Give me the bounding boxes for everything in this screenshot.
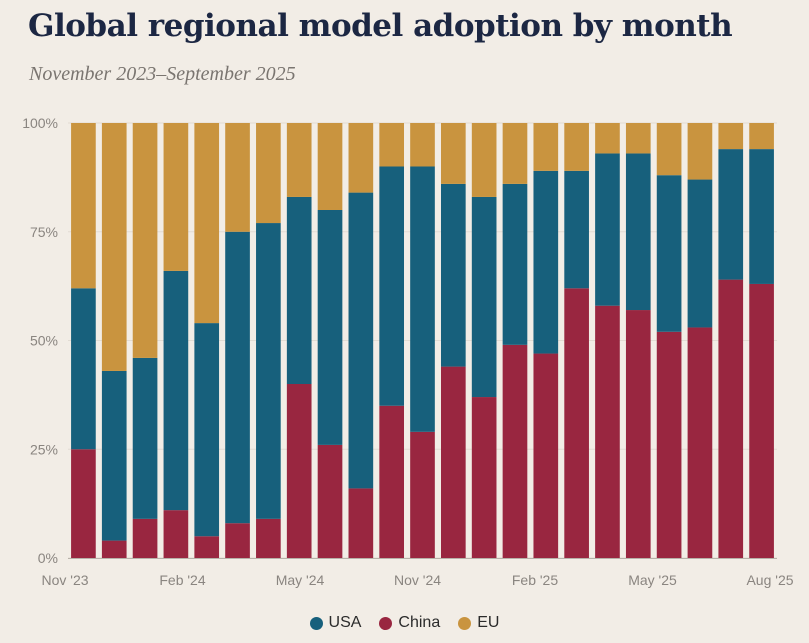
x-tick-label: May '24 bbox=[276, 572, 325, 588]
bar-eu bbox=[194, 123, 220, 324]
bar-china bbox=[595, 305, 620, 558]
legend-swatch-eu bbox=[458, 616, 472, 630]
bar-usa bbox=[687, 179, 713, 328]
bar-usa bbox=[471, 196, 497, 398]
bar-eu bbox=[440, 123, 466, 184]
bar-china bbox=[749, 283, 774, 558]
legend-item-usa: USA bbox=[309, 614, 362, 632]
bar-eu bbox=[625, 123, 651, 154]
bar-eu bbox=[410, 123, 435, 167]
bar-eu bbox=[687, 123, 713, 180]
bar-china bbox=[163, 510, 189, 558]
legend: USA China EU bbox=[0, 614, 809, 632]
x-tick-label: Feb '24 bbox=[159, 572, 205, 588]
bar-china bbox=[564, 288, 589, 558]
bar-china bbox=[71, 449, 96, 558]
bar-usa bbox=[348, 192, 374, 489]
bar-eu bbox=[564, 123, 589, 171]
bar-usa bbox=[440, 183, 466, 367]
bar-china bbox=[101, 540, 127, 558]
bar-china bbox=[687, 327, 713, 558]
bar-usa bbox=[132, 357, 158, 519]
bar-usa bbox=[625, 153, 651, 311]
y-tick-label: 0% bbox=[38, 550, 58, 566]
bar-usa bbox=[379, 166, 405, 406]
legend-label-usa: USA bbox=[328, 614, 362, 631]
bar-eu bbox=[502, 123, 528, 184]
x-tick-label: Nov '23 bbox=[41, 572, 88, 588]
bar-china bbox=[502, 344, 528, 558]
bar-eu bbox=[595, 123, 620, 154]
bar-usa bbox=[286, 196, 312, 384]
y-tick-label: 50% bbox=[30, 333, 58, 349]
bar-china bbox=[194, 536, 220, 558]
y-tick-label: 100% bbox=[22, 115, 58, 131]
bar-eu bbox=[286, 123, 312, 197]
bar-eu bbox=[379, 123, 405, 167]
bar-china bbox=[625, 310, 651, 558]
bar-eu bbox=[348, 123, 374, 193]
bar-china bbox=[379, 405, 405, 558]
bar-usa bbox=[410, 166, 435, 432]
bar-china bbox=[656, 331, 682, 558]
bar-eu bbox=[225, 123, 250, 232]
bar-eu bbox=[317, 123, 343, 210]
bar-china bbox=[132, 518, 158, 558]
bar-usa bbox=[564, 170, 589, 289]
bar-china bbox=[317, 444, 343, 558]
bar-china bbox=[410, 431, 435, 558]
bar-eu bbox=[471, 123, 497, 197]
bar-usa bbox=[317, 210, 343, 445]
legend-swatch-usa bbox=[309, 616, 323, 630]
legend-label-china: China bbox=[398, 614, 441, 631]
bar-usa bbox=[225, 231, 250, 524]
bar-china bbox=[286, 384, 312, 558]
bar-usa bbox=[71, 288, 96, 450]
bar-usa bbox=[718, 149, 744, 280]
bar-eu bbox=[749, 123, 774, 150]
bar-eu bbox=[533, 123, 559, 171]
x-tick-label: Aug '25 bbox=[746, 572, 793, 588]
bar-eu bbox=[718, 123, 744, 150]
x-tick-label: Nov '24 bbox=[394, 572, 441, 588]
legend-item-eu: EU bbox=[458, 614, 499, 632]
legend-item-china: China bbox=[379, 614, 440, 632]
y-tick-label: 75% bbox=[30, 224, 58, 240]
bar-eu bbox=[132, 123, 158, 358]
bar-eu bbox=[256, 123, 281, 224]
bar-eu bbox=[101, 123, 127, 371]
bar-eu bbox=[163, 123, 189, 271]
legend-label-eu: EU bbox=[477, 614, 500, 631]
bar-usa bbox=[533, 170, 559, 354]
legend-swatch-china bbox=[379, 616, 393, 630]
bar-usa bbox=[749, 149, 774, 284]
bar-usa bbox=[163, 270, 189, 511]
bar-usa bbox=[256, 223, 281, 519]
bar-china bbox=[256, 518, 281, 558]
bar-china bbox=[533, 353, 559, 558]
chart-subtitle: November 2023–September 2025 bbox=[29, 63, 296, 85]
x-tick-label: May '25 bbox=[628, 572, 677, 588]
bar-china bbox=[225, 523, 250, 558]
bar-china bbox=[471, 397, 497, 558]
bar-usa bbox=[194, 323, 220, 537]
bar-usa bbox=[656, 175, 682, 332]
bar-china bbox=[348, 488, 374, 558]
y-tick-label: 25% bbox=[30, 441, 58, 457]
x-tick-label: Feb '25 bbox=[512, 572, 558, 588]
bar-eu bbox=[71, 123, 96, 289]
bar-usa bbox=[595, 153, 620, 306]
bar-china bbox=[440, 366, 466, 558]
chart-title: Global regional model adoption by month bbox=[28, 8, 733, 44]
bar-eu bbox=[656, 123, 682, 176]
bar-usa bbox=[502, 183, 528, 345]
bar-china bbox=[718, 279, 744, 558]
bar-usa bbox=[101, 370, 127, 541]
